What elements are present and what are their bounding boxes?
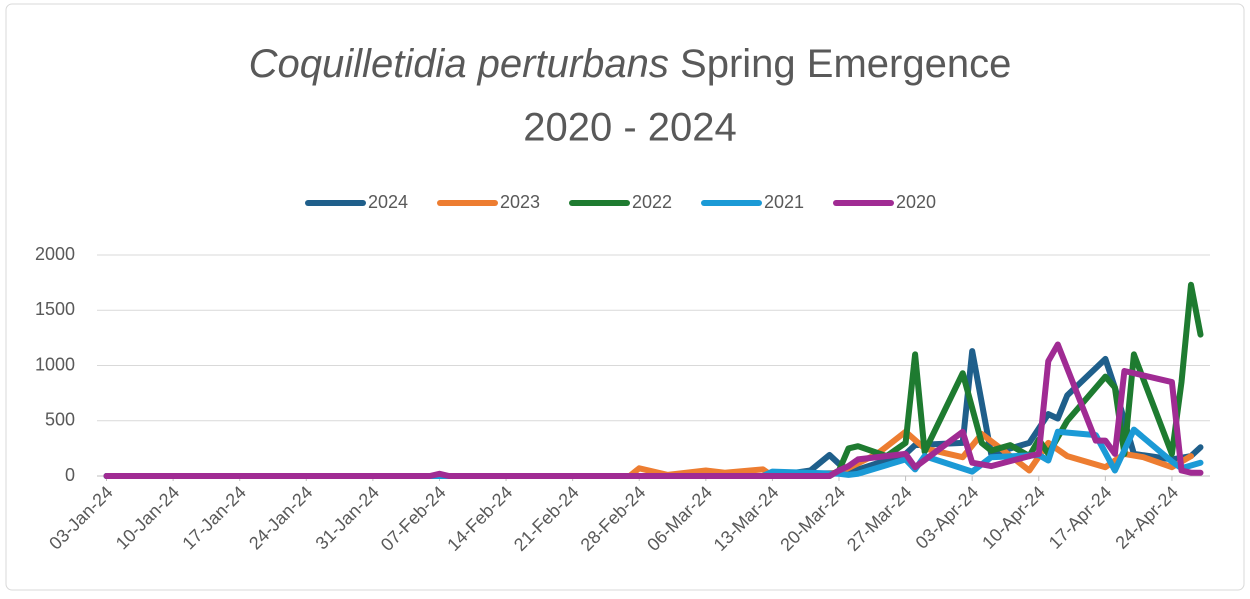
y-tick-label: 0 — [65, 465, 75, 485]
legend-label: 2022 — [632, 192, 672, 212]
series-line — [103, 341, 1204, 479]
legend-label: 2024 — [368, 192, 408, 212]
series-line — [103, 281, 1204, 479]
legend-label: 2023 — [500, 192, 540, 212]
title-text: Spring Emergence — [680, 42, 1011, 86]
legend-label: 2021 — [764, 192, 804, 212]
y-tick-label: 500 — [45, 410, 75, 430]
chart-title: Coquilletidia perturbans Spring Emergenc… — [249, 42, 1012, 86]
legend-label: 2020 — [896, 192, 936, 212]
y-tick-label: 1500 — [35, 299, 75, 319]
y-tick-label: 2000 — [35, 244, 75, 264]
title-species: Coquilletidia perturbans — [249, 42, 669, 86]
y-tick-label: 1000 — [35, 354, 75, 374]
chart-title-line2: 2020 - 2024 — [523, 106, 737, 150]
